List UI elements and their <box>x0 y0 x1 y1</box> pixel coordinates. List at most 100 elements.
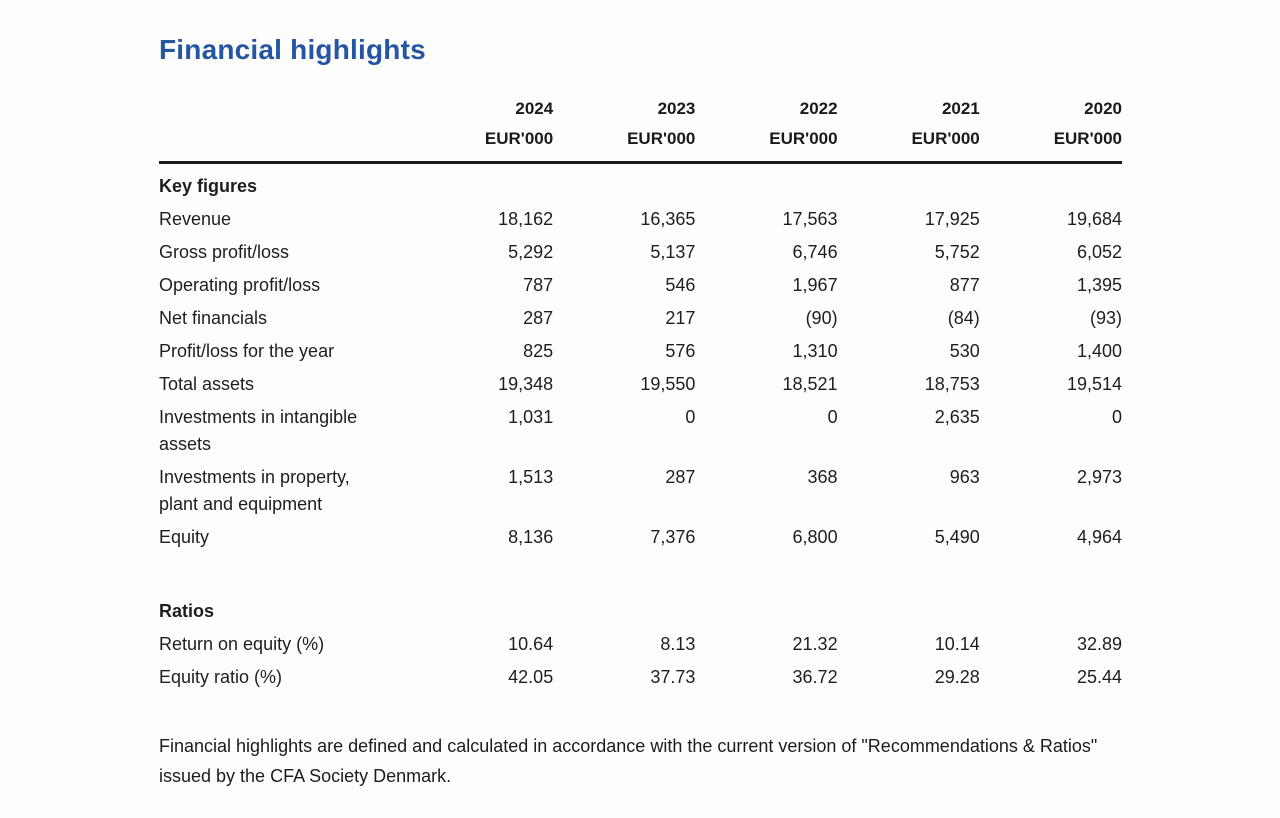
row-label: Equity ratio (%) <box>159 667 283 687</box>
row-label: Operating profit/loss <box>159 275 321 295</box>
table-row: Operating profit/loss 787 546 1,967 877 1,395 <box>159 269 1122 302</box>
cell-value: 5,292 <box>508 242 554 262</box>
cell-value: 2,973 <box>1076 467 1122 487</box>
cell-value: 5,752 <box>934 242 980 262</box>
year-header: 2022 <box>799 99 838 118</box>
cell-value: 1,395 <box>1076 275 1122 295</box>
cell-value: 18,521 <box>782 374 838 394</box>
cell-value: 21.32 <box>792 634 838 654</box>
cell-value: 17,563 <box>782 209 838 229</box>
cell-value: 29.28 <box>934 667 980 687</box>
cell-value: 36.72 <box>792 667 838 687</box>
cell-value: 19,348 <box>498 374 554 394</box>
unit-header: EUR'000 <box>979 124 1122 164</box>
table-row: Investments in property, plant and equip… <box>159 461 1122 521</box>
table-row: Profit/loss for the year 825 576 1,310 530 1,… <box>159 335 1122 368</box>
table-row: Return on equity (%) 10.64 8.13 21.32 10.14 3… <box>159 628 1122 661</box>
cell-value: 530 <box>949 341 980 361</box>
row-label: Return on equity (%) <box>159 634 325 654</box>
section-heading-row: Ratios <box>159 589 1122 628</box>
cell-value: 368 <box>807 467 838 487</box>
cell-value: 217 <box>665 308 696 328</box>
row-label: Total assets <box>159 374 255 394</box>
cell-value: 8.13 <box>660 634 696 654</box>
years-row: 2024 2023 2022 2021 2020 <box>159 94 1122 124</box>
table-row: Equity 8,136 7,376 6,800 5,490 4,964 <box>159 521 1122 554</box>
cell-value: 287 <box>523 308 554 328</box>
row-label: Profit/loss for the year <box>159 341 335 361</box>
cell-value: 42.05 <box>508 667 554 687</box>
cell-value: 10.64 <box>508 634 554 654</box>
table-row: Equity ratio (%) 42.05 37.73 36.72 29.28 25.4… <box>159 661 1122 694</box>
cell-value: 32.89 <box>1076 634 1122 654</box>
cell-value: 0 <box>1111 407 1122 427</box>
document-page: Financial highlights 2024 2023 2022 2021 202… <box>159 0 1122 791</box>
footnote-text: Financial highlights are defined and cal… <box>159 736 1098 786</box>
cell-value: 5,137 <box>650 242 696 262</box>
cell-value: 0 <box>685 407 696 427</box>
table-row: Gross profit/loss 5,292 5,137 6,746 5,752 6,0… <box>159 236 1122 269</box>
cell-value: 1,967 <box>792 275 838 295</box>
row-label: Revenue <box>159 209 232 229</box>
financial-highlights-table: 2024 2023 2022 2021 2020 EUR'000 EUR'000 EUR'00… <box>159 94 1122 694</box>
cell-value: 25.44 <box>1076 667 1122 687</box>
cell-value: 1,400 <box>1076 341 1122 361</box>
table-row: Net financials 287 217 (90) (84) (93) <box>159 302 1122 335</box>
cell-value: 4,964 <box>1076 527 1122 547</box>
section-heading: Key figures <box>159 176 258 196</box>
spacer-row <box>159 554 1122 589</box>
cell-value: 18,753 <box>924 374 980 394</box>
cell-value: 787 <box>523 275 554 295</box>
blank-header-cell <box>159 124 412 164</box>
row-label: Gross profit/loss <box>159 242 290 262</box>
cell-value: (84) <box>947 308 980 328</box>
table-body: Key figures Revenue 18,162 16,365 17,563 17,9… <box>159 163 1122 695</box>
year-header: 2024 <box>515 99 554 118</box>
unit-header: EUR'000 <box>837 124 980 164</box>
cell-value: 18,162 <box>498 209 554 229</box>
page-title: Financial highlights <box>159 34 426 65</box>
year-header: 2023 <box>657 99 696 118</box>
row-label: Investments in property, plant and equip… <box>159 467 350 514</box>
cell-value: 287 <box>665 467 696 487</box>
cell-value: 19,550 <box>640 374 696 394</box>
cell-value: 0 <box>827 407 838 427</box>
unit-row: EUR'000 EUR'000 EUR'000 EUR'000 EUR'000 <box>159 124 1122 164</box>
section-heading: Ratios <box>159 601 215 621</box>
cell-value: 1,513 <box>508 467 554 487</box>
cell-value: (90) <box>805 308 838 328</box>
cell-value: (93) <box>1089 308 1122 328</box>
cell-value: 19,684 <box>1066 209 1122 229</box>
spacer-cell <box>159 554 1122 589</box>
section-heading-row: Key figures <box>159 163 1122 204</box>
cell-value: 7,376 <box>650 527 696 547</box>
unit-header: EUR'000 <box>695 124 838 164</box>
cell-value: 825 <box>523 341 554 361</box>
cell-value: 6,746 <box>792 242 838 262</box>
cell-value: 17,925 <box>924 209 980 229</box>
cell-value: 546 <box>665 275 696 295</box>
table-row: Investments in intangible assets 1,031 0 0 2… <box>159 401 1122 461</box>
cell-value: 8,136 <box>508 527 554 547</box>
cell-value: 576 <box>665 341 696 361</box>
cell-value: 963 <box>949 467 980 487</box>
cell-value: 16,365 <box>640 209 696 229</box>
cell-value: 877 <box>949 275 980 295</box>
table-header: 2024 2023 2022 2021 2020 EUR'000 EUR'000 EUR'00… <box>159 94 1122 164</box>
cell-value: 2,635 <box>934 407 980 427</box>
unit-header: EUR'000 <box>411 124 554 164</box>
cell-value: 1,031 <box>508 407 554 427</box>
cell-value: 1,310 <box>792 341 838 361</box>
year-header: 2021 <box>941 99 980 118</box>
blank-header-cell <box>159 94 411 124</box>
row-label: Equity <box>159 527 210 547</box>
cell-value: 19,514 <box>1066 374 1122 394</box>
table-row: Total assets 19,348 19,550 18,521 18,753 19,5… <box>159 368 1122 401</box>
row-label: Investments in intangible assets <box>159 407 358 454</box>
row-label: Net financials <box>159 308 268 328</box>
table-row: Revenue 18,162 16,365 17,563 17,925 19,684 <box>159 203 1122 236</box>
year-header: 2020 <box>1084 99 1122 118</box>
cell-value: 6,052 <box>1076 242 1122 262</box>
unit-header: EUR'000 <box>553 124 696 164</box>
cell-value: 10.14 <box>934 634 980 654</box>
